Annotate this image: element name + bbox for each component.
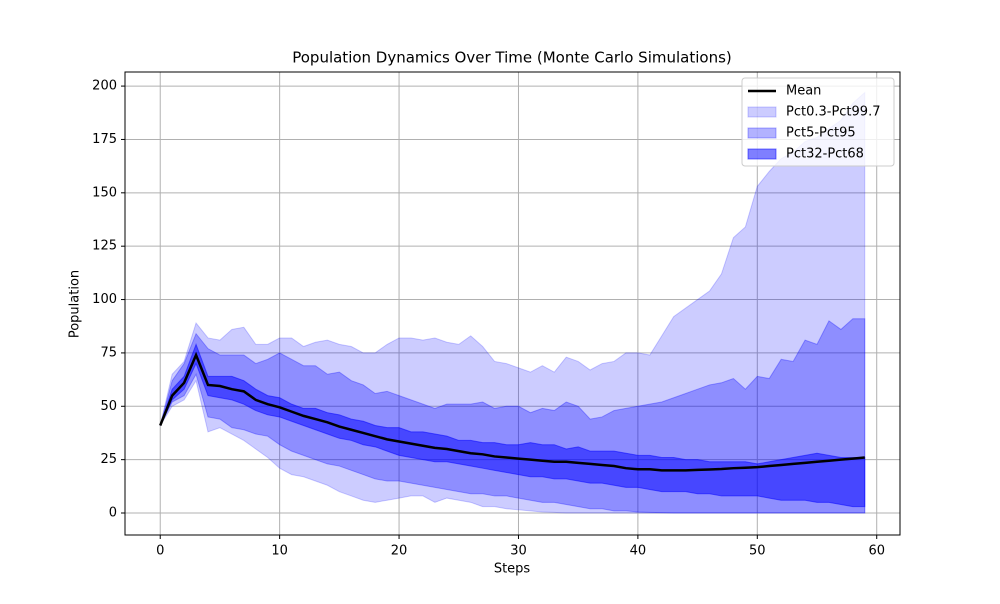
band (159, 342, 866, 508)
legend-label: Pct5-Pct95 (786, 126, 856, 141)
x-tick-label: 30 (510, 544, 527, 559)
legend-label: Mean (786, 84, 821, 99)
x-tick-label: 0 (156, 544, 164, 559)
y-tick-label: 125 (92, 239, 117, 254)
y-tick-label: 175 (92, 132, 117, 147)
y-tick-label: 50 (100, 399, 117, 414)
x-tick-label: 50 (749, 544, 766, 559)
y-tick-label: 25 (100, 452, 117, 467)
y-axis-label: Population (68, 270, 83, 338)
axes-frame (124, 71, 901, 536)
x-tick-label: 10 (271, 544, 288, 559)
legend-swatch (747, 127, 777, 139)
y-tick-label: 200 (92, 79, 117, 94)
x-tick-label: 40 (630, 544, 647, 559)
y-tick-label: 150 (92, 185, 117, 200)
mean-line (159, 351, 865, 472)
band (159, 91, 866, 514)
y-tick-label: 100 (92, 292, 117, 307)
x-axis-label: Steps (494, 562, 531, 577)
chart-title: Population Dynamics Over Time (Monte Car… (292, 49, 732, 67)
legend-label: Pct32-Pct68 (786, 147, 864, 162)
legend-label: Pct0.3-Pct99.7 (786, 105, 880, 120)
legend-swatch (747, 148, 777, 160)
legend-box (741, 77, 895, 167)
y-tick-label: 75 (100, 345, 117, 360)
x-tick-label: 20 (391, 544, 408, 559)
y-tick-label: 0 (109, 506, 117, 521)
legend-swatch (747, 106, 777, 118)
x-tick-label: 60 (868, 544, 885, 559)
